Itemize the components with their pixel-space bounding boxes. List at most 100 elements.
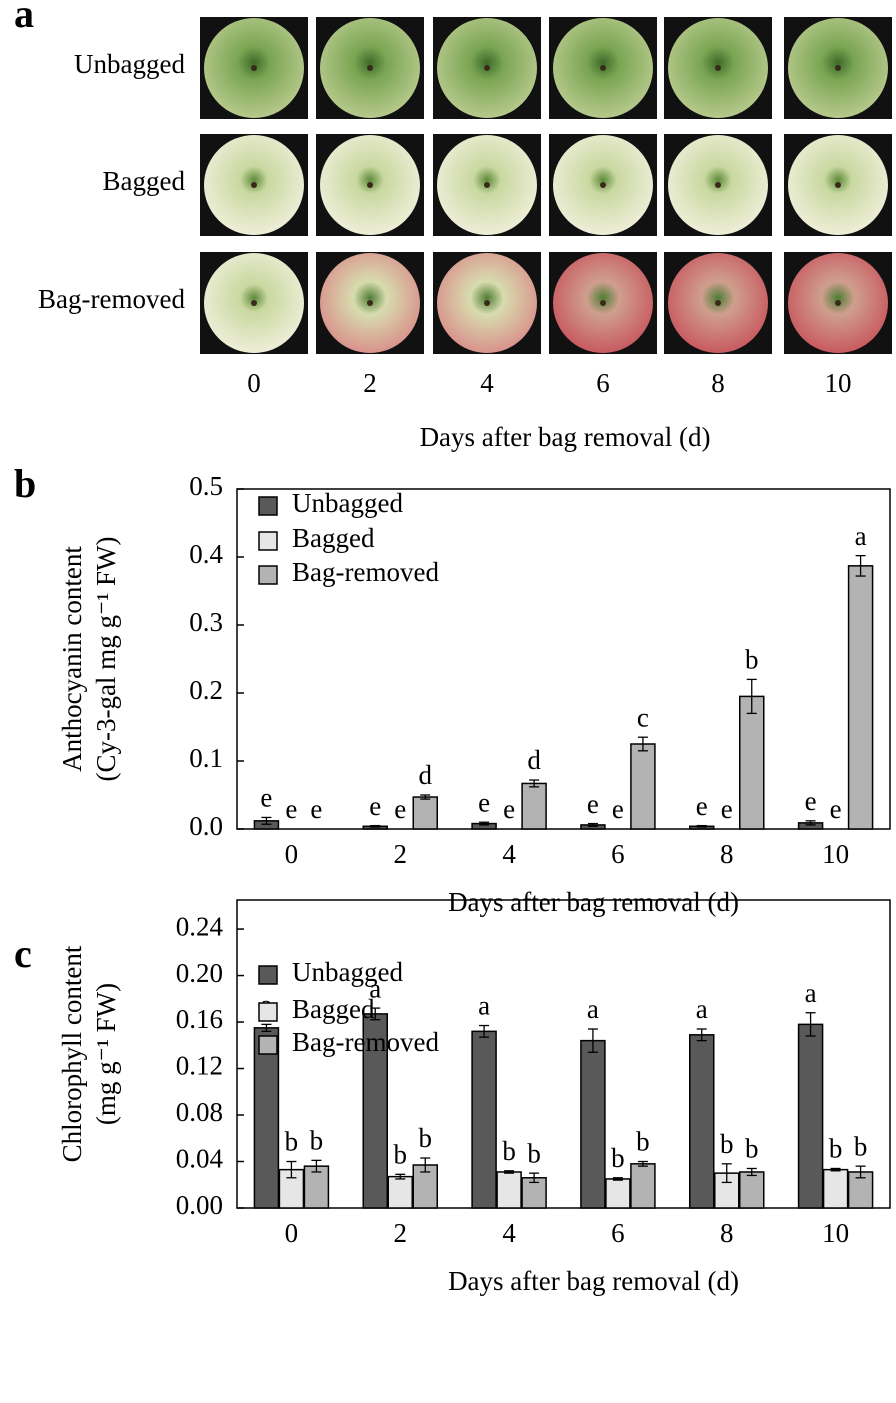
y-tick-label: 0.20	[176, 958, 223, 988]
x-tick-label: 10	[822, 839, 849, 869]
y-tick-label: 0.00	[176, 1190, 223, 1220]
y-tick-label: 0.24	[176, 911, 224, 941]
stem	[251, 182, 257, 188]
col-label: 0	[247, 368, 261, 398]
bar	[253, 1027, 280, 1209]
col-label: 2	[363, 368, 377, 398]
stem	[600, 65, 606, 71]
significance-letter: b	[502, 1136, 516, 1166]
x-tick-label: 6	[611, 1218, 625, 1248]
significance-letter: b	[527, 1138, 541, 1168]
bar	[739, 1171, 765, 1209]
legend-swatch	[258, 1002, 278, 1022]
x-tick-label: 6	[611, 839, 625, 869]
y-tick-label: 0.1	[189, 743, 223, 773]
bar	[847, 1171, 874, 1209]
significance-letter: b	[829, 1134, 843, 1164]
stem	[251, 300, 257, 306]
significance-letter: a	[369, 973, 381, 1003]
stem	[600, 300, 606, 306]
legend-label: Unbagged	[292, 957, 403, 987]
legend-swatch	[258, 1035, 278, 1055]
significance-letter: b	[636, 1127, 650, 1157]
significance-letter: b	[745, 645, 759, 675]
col-label: 8	[711, 368, 725, 398]
y-axis-label: Chlorophyll content	[57, 945, 87, 1162]
legend-label: Bagged	[292, 523, 375, 553]
x-tick-label: 0	[285, 1218, 299, 1248]
significance-letter: b	[310, 1126, 324, 1156]
y-tick-label: 0.16	[176, 1004, 223, 1034]
stem	[835, 300, 841, 306]
significance-letter: b	[745, 1134, 759, 1164]
stem	[715, 300, 721, 306]
significance-letter: a	[587, 994, 599, 1024]
significance-letter: b	[285, 1127, 299, 1157]
col-label: 10	[825, 368, 852, 398]
significance-letter: a	[805, 978, 817, 1008]
stem	[367, 65, 373, 71]
stem	[484, 182, 490, 188]
legend-swatch	[258, 496, 278, 516]
stem	[367, 300, 373, 306]
bar	[521, 782, 547, 830]
significance-letter: e	[260, 783, 272, 813]
significance-letter: e	[612, 794, 624, 824]
significance-letter: b	[720, 1129, 734, 1159]
bar	[605, 1178, 631, 1209]
bar	[847, 565, 874, 830]
y-axis-label: Anthocyanin content	[57, 546, 87, 772]
significance-letter: b	[611, 1143, 625, 1173]
stem	[484, 65, 490, 71]
stem	[835, 65, 841, 71]
y-axis-label: (Cy-3-gal mg g⁻¹ FW)	[91, 536, 121, 781]
bar	[471, 1030, 497, 1209]
bar	[739, 695, 765, 830]
significance-letter: e	[394, 794, 406, 824]
bar	[797, 1023, 824, 1209]
significance-letter: e	[805, 786, 817, 816]
col-label: 6	[596, 368, 610, 398]
legend-label: Bag-removed	[292, 1027, 439, 1057]
plot-frame	[236, 899, 891, 1209]
legend-label: Unbagged	[292, 488, 403, 518]
bar	[496, 1171, 522, 1209]
x-tick-label: 2	[394, 839, 408, 869]
significance-letter: a	[855, 521, 867, 551]
plot-frame	[236, 488, 891, 830]
significance-letter: e	[285, 794, 297, 824]
significance-letter: c	[637, 702, 649, 732]
bar	[362, 1013, 388, 1209]
legend-label: Bag-removed	[292, 557, 439, 587]
bar	[521, 1177, 547, 1209]
stem	[600, 182, 606, 188]
significance-letter: e	[696, 791, 708, 821]
x-tick-label: 10	[822, 1218, 849, 1248]
stem	[251, 65, 257, 71]
y-axis-label: (mg g⁻¹ FW)	[91, 983, 121, 1125]
significance-letter: d	[419, 760, 433, 790]
x-tick-label: 8	[720, 839, 734, 869]
panel-label: a	[14, 0, 34, 36]
x-tick-label: 8	[720, 1218, 734, 1248]
significance-letter: e	[369, 791, 381, 821]
legend-swatch	[258, 965, 278, 985]
significance-letter: e	[310, 794, 322, 824]
significance-letter: b	[394, 1139, 408, 1169]
y-tick-label: 0.08	[176, 1097, 223, 1127]
significance-letter: b	[854, 1131, 868, 1161]
significance-letter: e	[478, 787, 490, 817]
y-tick-label: 0.2	[189, 675, 223, 705]
bar	[387, 1175, 413, 1209]
x-tick-label: 2	[394, 1218, 408, 1248]
significance-letter: e	[503, 794, 515, 824]
x-axis-label: Days after bag removal (d)	[448, 887, 739, 917]
bar	[630, 743, 656, 830]
col-label: 4	[480, 368, 494, 398]
row-label: Bag-removed	[38, 284, 185, 314]
legend-swatch	[258, 531, 278, 551]
panel-label: b	[14, 461, 36, 506]
significance-letter: a	[478, 991, 490, 1021]
bar	[822, 1168, 849, 1209]
stem	[835, 182, 841, 188]
